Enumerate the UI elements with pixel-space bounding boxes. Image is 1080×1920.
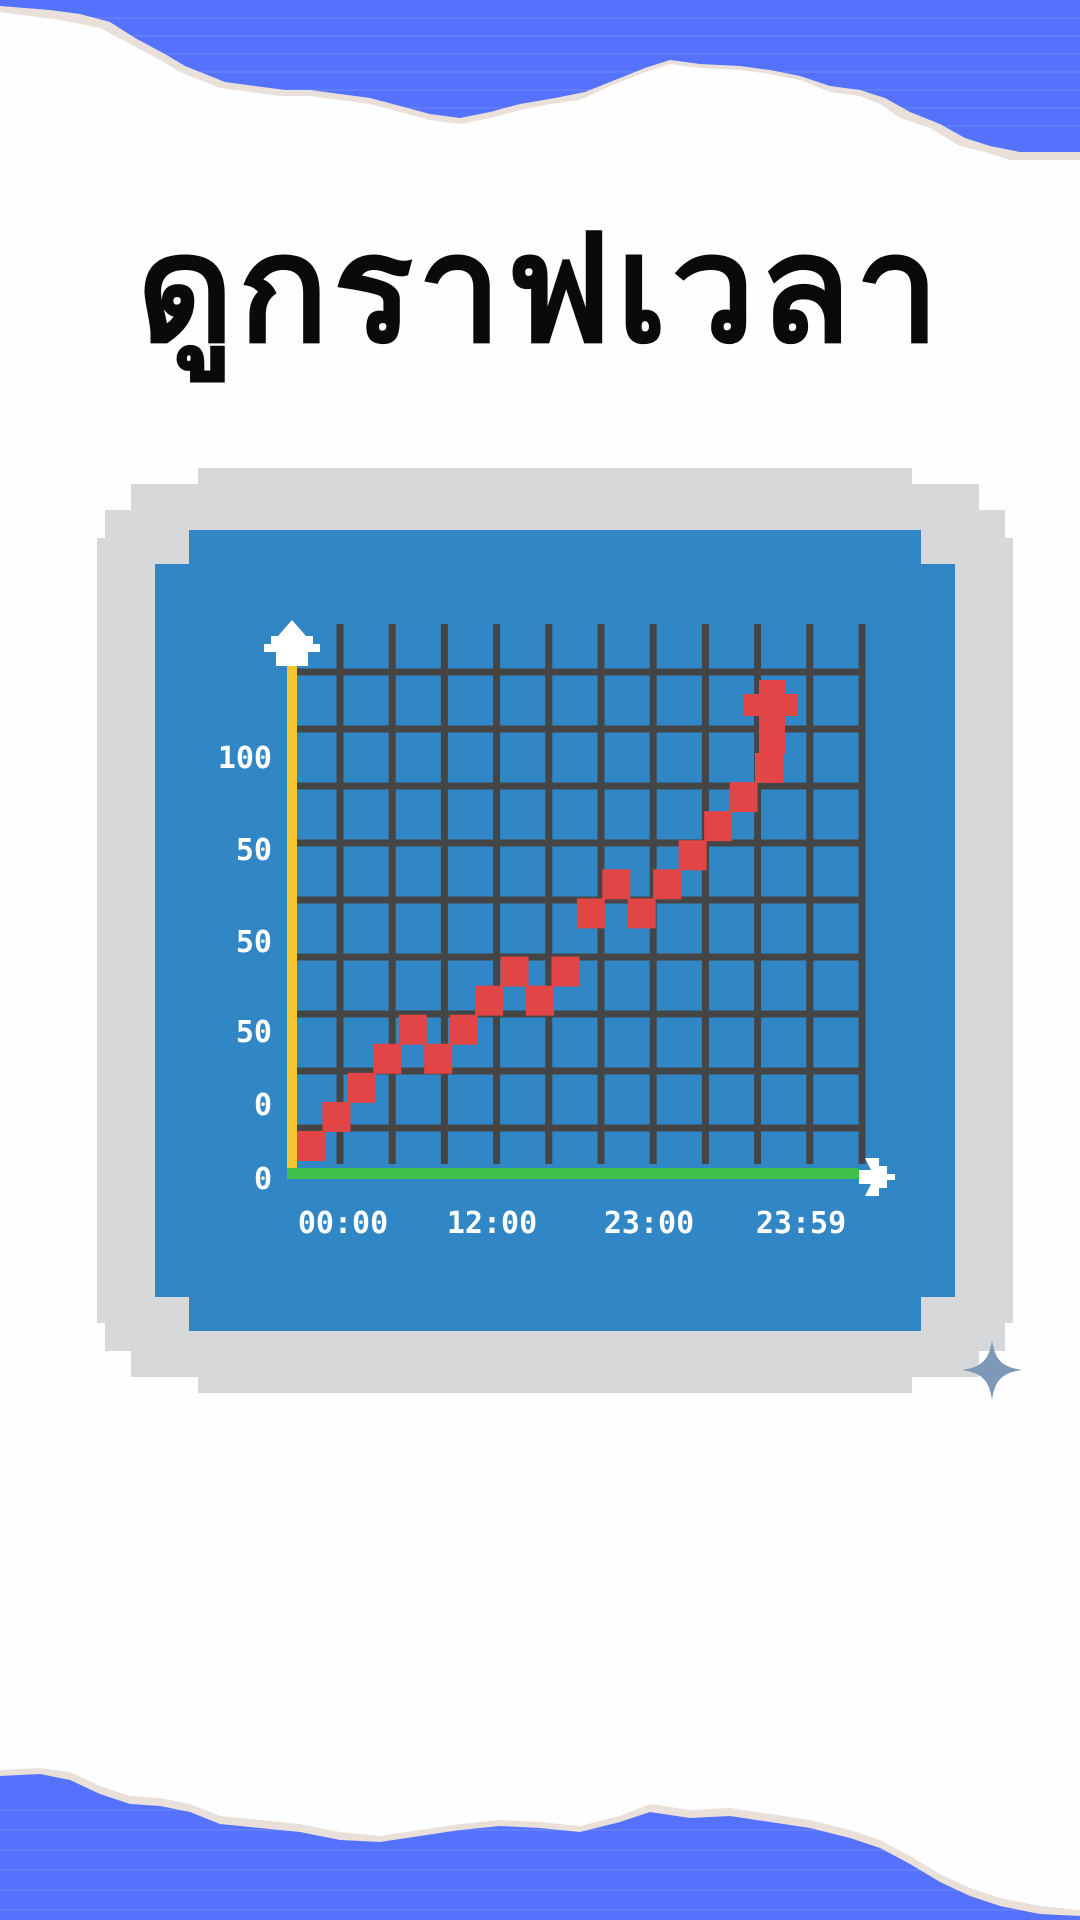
paper-lines-top <box>0 17 1080 127</box>
y-tick-label: 50 <box>236 1015 272 1050</box>
y-axis-arrow <box>264 620 320 666</box>
x-axis <box>287 1168 859 1179</box>
trend-point <box>627 898 656 929</box>
trend-point <box>297 1131 325 1161</box>
time-chart: 0 0 50 50 50 100 00:00 12:00 23:00 23:59 <box>97 468 1013 1393</box>
trend-point <box>526 985 554 1016</box>
y-tick-label: 100 <box>218 741 272 776</box>
trend-point <box>449 1014 478 1045</box>
trend-point <box>398 1014 427 1045</box>
x-axis-arrow <box>859 1158 895 1196</box>
trend-point <box>347 1072 376 1103</box>
trend-point <box>602 869 631 900</box>
trend-point <box>576 898 605 929</box>
torn-paper-top <box>0 0 1080 160</box>
y-tick-label: 50 <box>236 833 272 868</box>
trend-point <box>551 956 580 987</box>
y-tick-label: 0 <box>254 1162 272 1197</box>
trend-point <box>678 840 707 871</box>
y-tick-labels: 0 0 50 50 50 100 <box>218 741 272 1197</box>
trend-point <box>322 1101 351 1132</box>
trend-point <box>653 869 682 900</box>
torn-paper-bottom <box>0 1768 1080 1920</box>
y-axis <box>287 650 297 1176</box>
y-tick-label: 0 <box>254 1088 272 1123</box>
x-tick-labels: 00:00 12:00 23:00 23:59 <box>298 1206 846 1241</box>
trend-point <box>500 956 529 987</box>
paper-blue-top <box>0 0 1080 152</box>
x-tick-label: 23:59 <box>756 1206 846 1241</box>
sparkle-icon <box>962 1340 1022 1400</box>
x-tick-label: 00:00 <box>298 1206 388 1241</box>
trend-point <box>373 1043 402 1074</box>
x-tick-label: 23:00 <box>604 1206 694 1241</box>
paper-lines-bottom <box>0 1809 1080 1911</box>
page-title: ดูกราฟเวลา <box>136 203 944 377</box>
trend-point <box>704 811 733 842</box>
x-tick-label: 12:00 <box>447 1206 537 1241</box>
paper-blue-bottom <box>0 1774 1080 1920</box>
trend-point <box>755 753 783 783</box>
trend-point <box>424 1043 453 1074</box>
trend-point <box>475 985 504 1016</box>
trend-arrowhead <box>743 680 798 754</box>
trend-series <box>297 753 783 1161</box>
trend-point <box>729 782 758 813</box>
y-tick-label: 50 <box>236 925 272 960</box>
